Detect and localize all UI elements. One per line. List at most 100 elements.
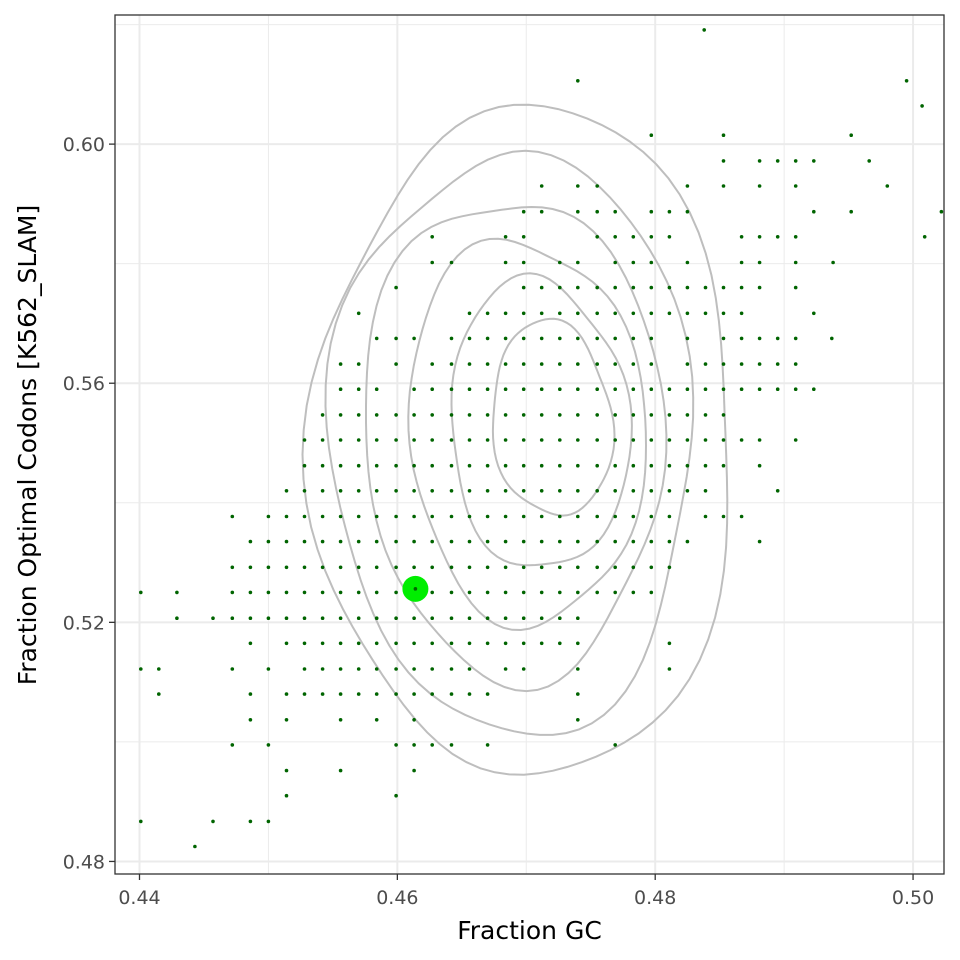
- data-point: [576, 590, 580, 595]
- data-point: [394, 362, 398, 366]
- data-point: [757, 387, 762, 392]
- data-point: [558, 438, 562, 442]
- data-point: [922, 235, 927, 239]
- data-point: [230, 743, 235, 747]
- data-point: [430, 413, 435, 417]
- data-point: [613, 235, 617, 239]
- data-point: [320, 590, 325, 595]
- data-point: [503, 667, 508, 671]
- data-point: [576, 667, 580, 671]
- data-point: [576, 336, 580, 341]
- x-tick-label: 0.48: [634, 887, 676, 909]
- data-point: [503, 565, 508, 570]
- data-point: [394, 336, 398, 341]
- data-point: [320, 539, 325, 544]
- data-point: [157, 692, 161, 696]
- data-point: [503, 489, 508, 493]
- data-point: [356, 413, 361, 417]
- data-point: [338, 387, 343, 392]
- data-point: [394, 514, 398, 519]
- data-point: [631, 565, 636, 570]
- data-point: [631, 463, 636, 468]
- data-point: [649, 565, 654, 570]
- data-point: [539, 362, 544, 366]
- data-point: [521, 539, 526, 544]
- data-point: [374, 387, 379, 392]
- data-point: [595, 336, 599, 341]
- data-point: [394, 590, 398, 595]
- data-point: [595, 514, 599, 519]
- data-point: [595, 387, 599, 392]
- data-point: [649, 311, 654, 316]
- data-point: [284, 539, 289, 544]
- data-point: [302, 565, 307, 570]
- data-point: [449, 489, 454, 493]
- contour-line: [450, 272, 633, 567]
- data-point: [595, 184, 599, 188]
- data-point: [503, 539, 508, 544]
- data-point: [430, 387, 435, 392]
- highlight-center-point: [413, 587, 418, 591]
- data-point: [631, 438, 636, 442]
- data-point: [467, 590, 472, 595]
- data-point: [812, 159, 816, 163]
- data-point: [230, 565, 235, 570]
- data-point: [467, 641, 472, 646]
- data-point: [503, 260, 508, 265]
- data-point: [649, 387, 654, 392]
- data-point: [394, 489, 398, 493]
- y-tick-label: 0.52: [63, 612, 105, 634]
- data-point: [539, 590, 544, 595]
- data-point: [394, 539, 398, 544]
- data-point: [356, 514, 361, 519]
- data-point: [485, 641, 490, 646]
- data-point: [613, 590, 617, 595]
- data-point: [521, 438, 526, 442]
- data-point: [449, 667, 454, 671]
- data-point: [467, 387, 472, 392]
- data-point: [739, 260, 744, 265]
- data-point: [302, 590, 307, 595]
- data-point: [211, 819, 215, 824]
- data-point: [721, 463, 726, 468]
- data-point: [485, 539, 490, 544]
- data-point: [539, 489, 544, 493]
- data-point: [539, 539, 544, 544]
- data-point: [613, 285, 617, 290]
- data-point: [576, 514, 580, 519]
- data-point: [904, 79, 909, 83]
- data-point: [702, 28, 706, 32]
- data-point: [558, 641, 562, 646]
- data-point: [613, 489, 617, 493]
- data-point: [576, 260, 580, 265]
- data-point: [775, 159, 780, 163]
- data-point: [467, 463, 472, 468]
- contour-line: [407, 237, 648, 632]
- data-point: [430, 235, 435, 239]
- data-point: [320, 692, 325, 696]
- data-point: [302, 438, 307, 442]
- data-point: [521, 616, 526, 620]
- data-point: [631, 413, 636, 417]
- data-point: [356, 438, 361, 442]
- data-point: [248, 616, 253, 620]
- data-point: [503, 590, 508, 595]
- data-point: [576, 387, 580, 392]
- data-point: [576, 362, 580, 366]
- data-point: [739, 387, 744, 392]
- data-point: [558, 590, 562, 595]
- data-point: [356, 387, 361, 392]
- data-point: [521, 260, 526, 265]
- data-point: [394, 743, 398, 747]
- data-point: [485, 692, 490, 696]
- data-point: [139, 819, 143, 824]
- data-point: [685, 285, 690, 290]
- data-point: [230, 590, 235, 595]
- data-point: [685, 438, 690, 442]
- data-point: [576, 616, 580, 620]
- data-point: [485, 616, 490, 620]
- data-point: [430, 616, 435, 620]
- data-point: [449, 260, 454, 265]
- data-point: [412, 718, 416, 722]
- data-point: [394, 438, 398, 442]
